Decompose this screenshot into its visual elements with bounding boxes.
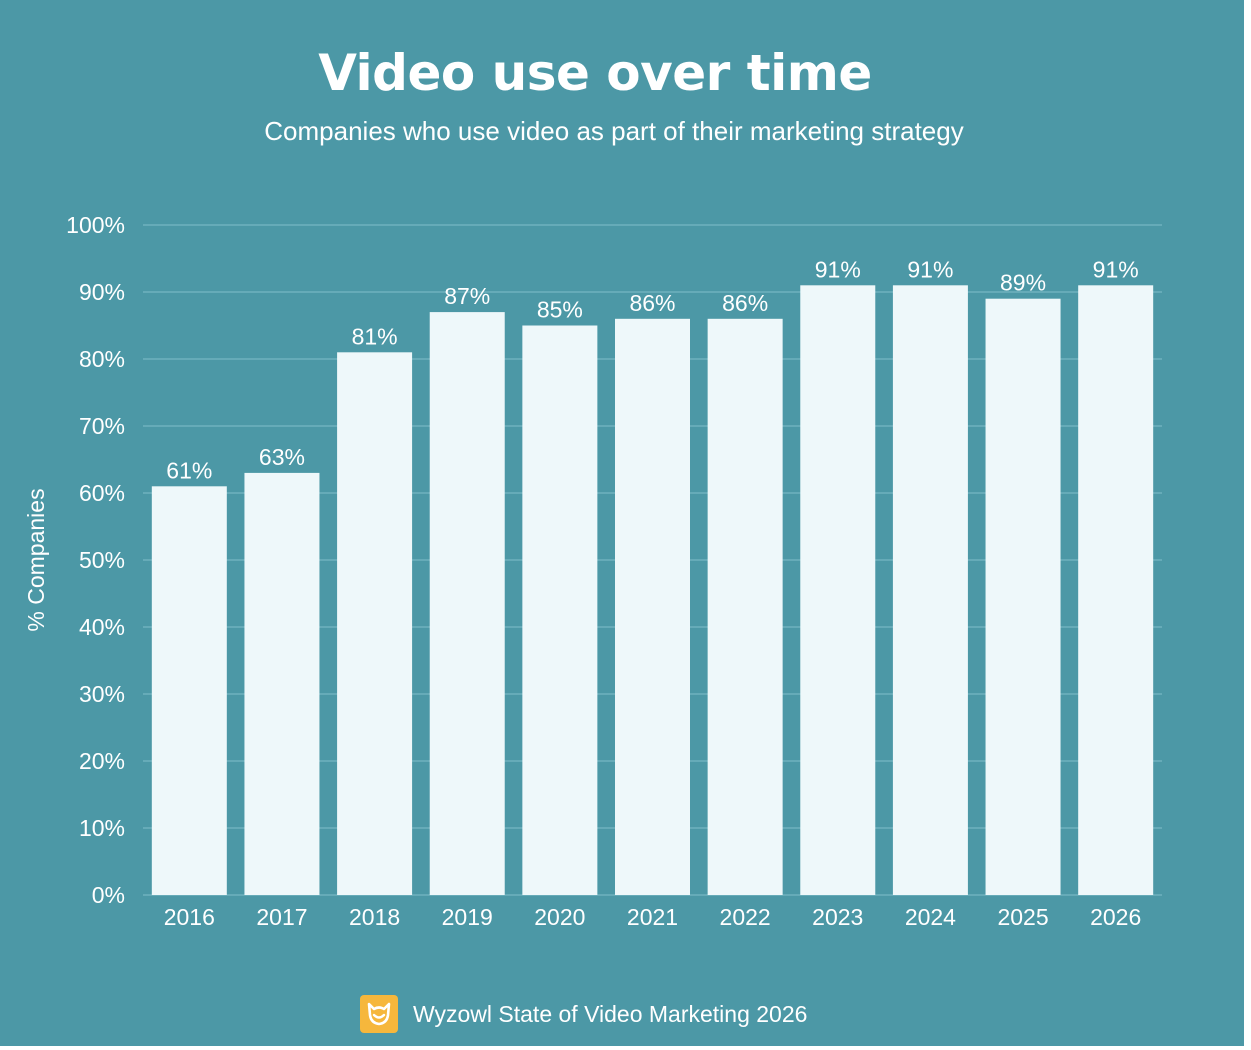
y-tick-label: 30% (79, 681, 125, 707)
y-tick-label: 70% (79, 413, 125, 439)
y-axis-ticks: 0% 10% 20% 30% 40% 50% 60% 70% 80% 90% 100% (66, 212, 125, 908)
y-tick-label: 10% (79, 815, 125, 841)
x-tick-label: 2017 (256, 904, 307, 930)
y-tick-label: 100% (66, 212, 125, 238)
chart-subtitle: Companies who use video as part of their… (264, 116, 964, 146)
source-credit: Wyzowl State of Video Marketing 2026 (360, 994, 807, 1034)
x-tick-label: 2016 (164, 904, 215, 930)
bar-2021 (615, 318, 690, 895)
data-label: 61% (166, 457, 212, 483)
bar-2018 (337, 352, 413, 895)
data-label: 89% (1000, 270, 1046, 296)
x-tick-label: 2018 (349, 904, 400, 930)
y-axis-label: % Companies (23, 488, 49, 631)
data-label: 87% (444, 283, 490, 309)
y-tick-label: 40% (79, 614, 125, 640)
bar-2025 (985, 298, 1061, 895)
x-tick-label: 2022 (720, 904, 771, 930)
data-labels: 61% 63% 81% 87% 85% 86% 86% 91% 91% 89% 91% (166, 256, 1138, 483)
data-label: 91% (815, 256, 861, 282)
y-tick-label: 90% (79, 279, 125, 305)
y-tick-label: 50% (79, 547, 125, 573)
x-axis-ticks: 2016 2017 2018 2019 2020 2021 2022 2023 2024 2025… (164, 904, 1142, 930)
bar-2023 (800, 285, 876, 895)
data-label: 86% (629, 290, 675, 316)
data-label: 86% (722, 290, 768, 316)
x-tick-label: 2023 (812, 904, 863, 930)
x-tick-label: 2019 (442, 904, 493, 930)
x-tick-label: 2021 (627, 904, 678, 930)
y-tick-label: 60% (79, 480, 125, 506)
x-tick-label: 2025 (997, 904, 1048, 930)
bar-2026 (1078, 285, 1154, 895)
data-label: 91% (1093, 256, 1139, 282)
y-tick-label: 20% (79, 748, 125, 774)
x-tick-label: 2020 (534, 904, 585, 930)
source-text: Wyzowl State of Video Marketing 2026 (413, 1000, 808, 1027)
bar-2022 (707, 318, 783, 895)
x-tick-label: 2024 (905, 904, 956, 930)
y-tick-label: 80% (79, 346, 125, 372)
data-label: 91% (907, 256, 953, 282)
data-label: 81% (352, 323, 398, 349)
bar-2017 (244, 472, 320, 895)
wyzowl-owl-logo-icon (360, 995, 398, 1033)
chart-title: Video use over time (318, 44, 872, 102)
bars (151, 285, 1154, 896)
x-tick-label: 2026 (1090, 904, 1141, 930)
data-label: 85% (537, 297, 583, 323)
bar-2016 (151, 486, 227, 895)
y-tick-label: 0% (92, 882, 125, 908)
bar-2019 (429, 312, 505, 896)
bar-2024 (892, 285, 968, 895)
data-label: 63% (259, 444, 305, 470)
bar-2020 (522, 325, 598, 895)
